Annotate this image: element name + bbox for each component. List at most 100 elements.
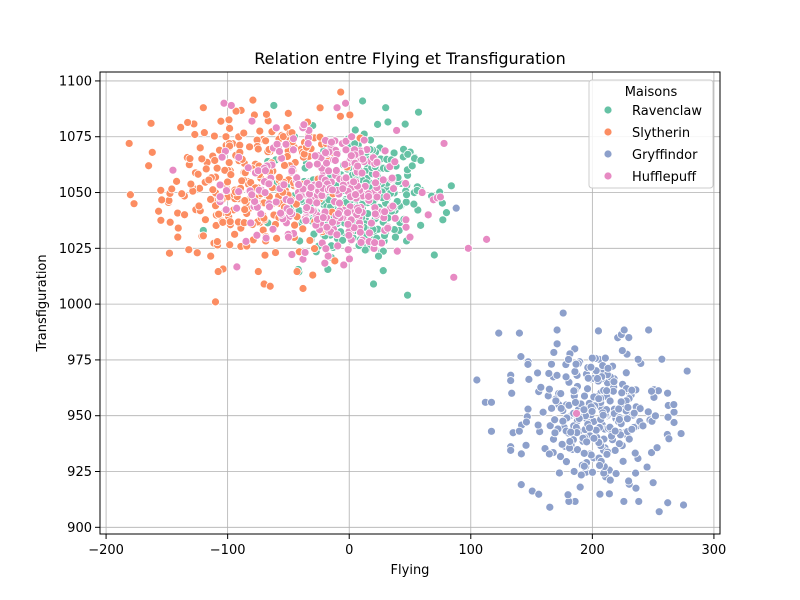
legend-item: Slytherin [603,126,690,141]
scatter-point [183,118,193,127]
scatter-point [226,170,236,180]
scatter-point [321,148,330,158]
scatter-point [371,169,381,179]
scatter-point [206,195,216,204]
scatter-point [580,391,589,401]
scatter-point [180,210,189,220]
scatter-point [579,405,589,415]
scatter-point [654,507,664,517]
scatter-point [550,415,560,425]
scatter-point [314,180,324,189]
scatter-point [547,359,556,369]
scatter-point [383,117,393,127]
scatter-point [682,366,692,376]
scatter-point [365,228,374,238]
scatter-point [239,128,249,138]
scatter-point [358,96,367,106]
scatter-point [283,108,293,118]
scatter-point [265,281,275,291]
scatter-point [648,478,658,488]
scatter-point [224,158,234,167]
scatter-point [248,95,258,105]
scatter-point [320,258,330,268]
scatter-point [538,407,548,417]
scatter-point [330,156,340,165]
scatter-point [409,199,419,209]
scatter-point [215,180,225,190]
scatter-point [147,147,157,157]
scatter-point [204,175,214,185]
scatter-point [594,326,603,336]
scatter-point [669,400,679,409]
x-tick-label: −200 [88,543,124,558]
scatter-point [657,354,667,364]
scatter-point [586,362,596,372]
points-layer [124,87,692,517]
scatter-point [271,248,280,257]
scatter-point [357,168,367,178]
scatter-point [334,209,343,219]
scatter-point [124,139,134,148]
scatter-point [287,166,297,176]
scatter-point [547,403,556,413]
scatter-point [647,448,656,457]
scatter-point [563,490,573,500]
scatter-point [595,489,605,499]
scatter-point [302,203,312,213]
scatter-point [234,152,244,162]
scatter-point [423,210,433,220]
scatter-point [402,190,411,200]
scatter-point [631,468,640,478]
scatter-point [356,238,366,247]
scatter-point [627,424,637,434]
scatter-point [390,157,400,167]
scatter-point [347,132,357,142]
scatter-point [269,101,279,110]
scatter-point [285,207,295,217]
scatter-point [366,218,376,228]
scatter-point [264,179,274,189]
scatter-point [533,368,542,378]
scatter-point [555,468,564,478]
scatter-point [373,119,382,129]
scatter-point [364,192,373,201]
scatter-point [167,184,177,194]
scatter-point [321,244,331,254]
scatter-point [268,224,278,234]
scatter-point [545,421,555,431]
scatter-point [647,386,656,396]
x-axis-label: Flying [391,563,430,578]
scatter-point [516,480,526,490]
scatter-point [438,215,448,225]
scatter-point [624,333,634,342]
scatter-point [627,385,637,395]
scatter-point [371,178,380,188]
scatter-point [210,156,220,165]
scatter-point [571,398,580,407]
scatter-point [216,116,226,126]
scatter-point [323,251,333,261]
scatter-point [378,175,388,185]
scatter-point [305,236,315,245]
scatter-point [303,139,313,148]
scatter-point [188,186,198,196]
scatter-point [552,370,562,380]
scatter-point [600,353,610,363]
scatter-point [208,185,218,195]
scatter-point [416,220,426,230]
scatter-point [333,241,343,251]
scatter-point [587,407,597,416]
scatter-point [536,382,546,392]
scatter-point [585,423,594,433]
scatter-point [317,191,327,200]
scatter-point [213,267,223,276]
scatter-point [414,107,423,117]
scatter-point [308,270,318,280]
scatter-point [172,176,181,186]
scatter-point [598,410,608,420]
scatter-point [129,199,139,209]
plot-frame [99,71,721,535]
scatter-point [610,426,620,436]
scatter-point [265,202,274,212]
scatter-point [350,125,360,135]
